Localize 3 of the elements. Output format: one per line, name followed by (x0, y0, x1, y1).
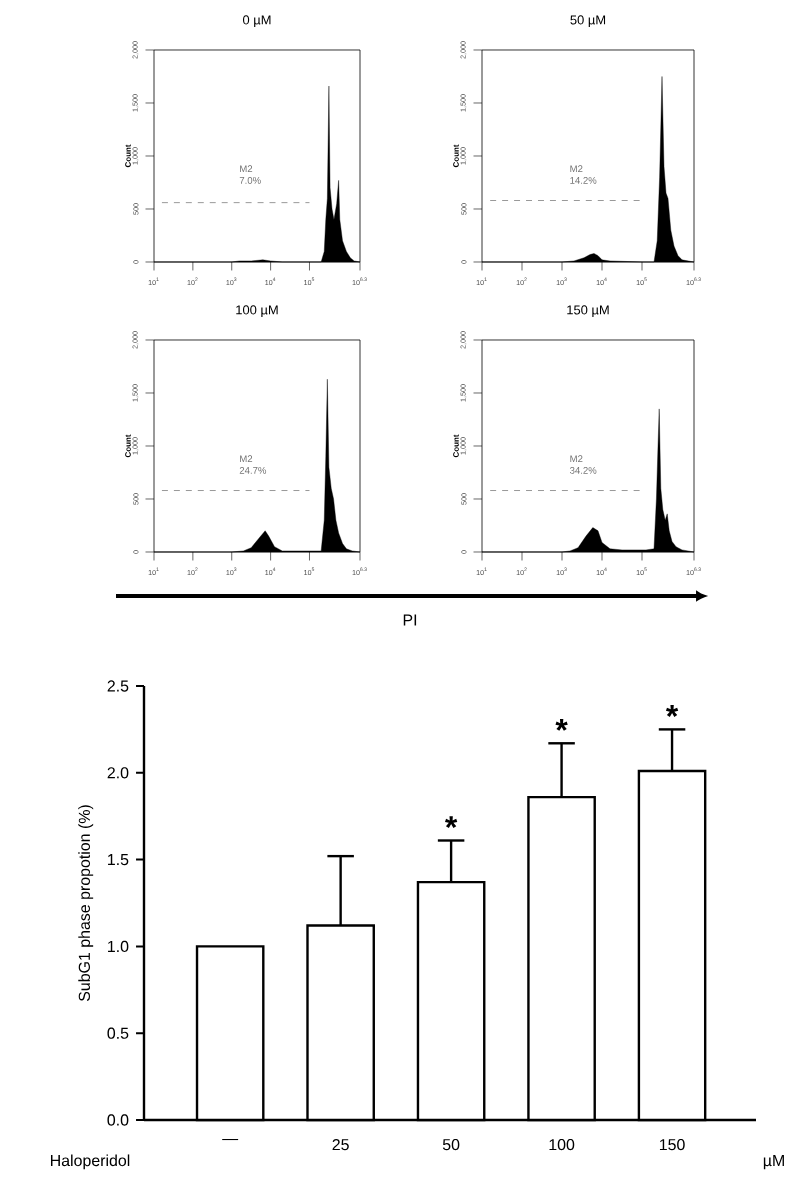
annotation: * (555, 718, 568, 731)
annotation: * (665, 705, 679, 717)
annotation: * (445, 816, 458, 829)
